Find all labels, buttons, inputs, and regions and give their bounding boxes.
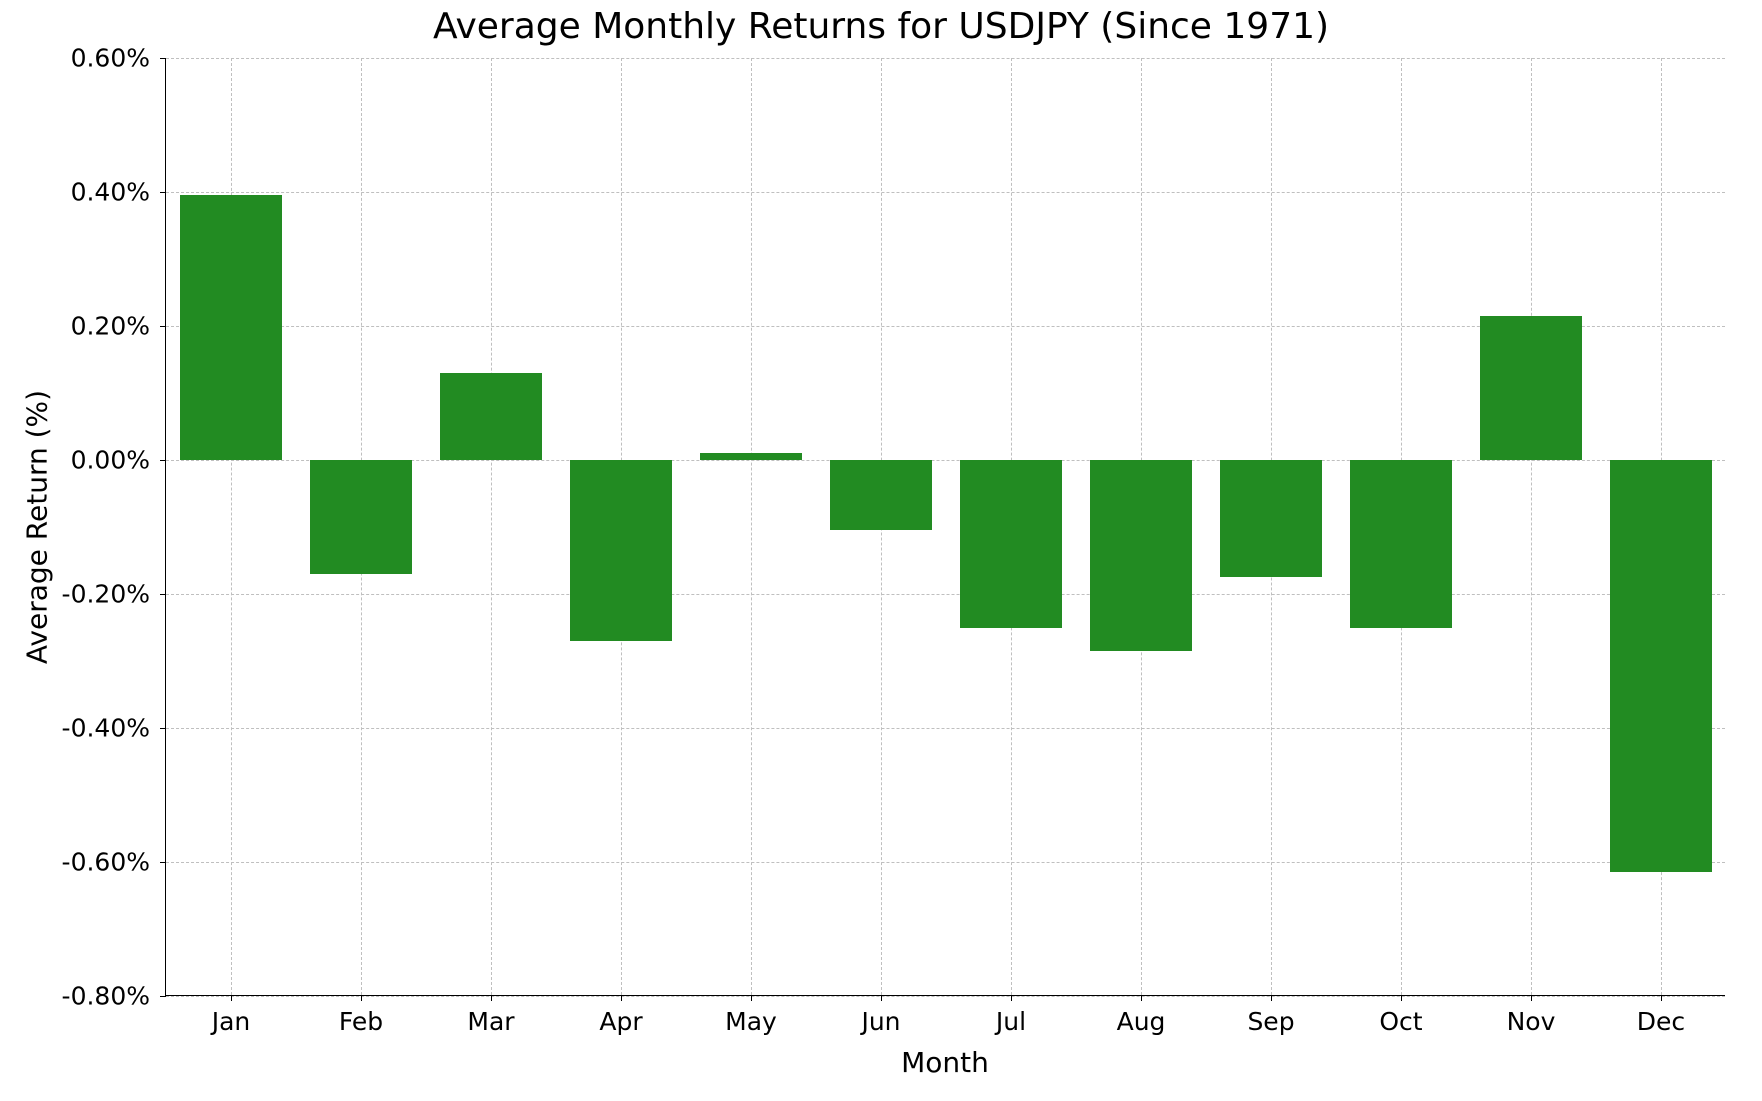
xtick-label: Dec xyxy=(1637,1007,1685,1036)
bar xyxy=(960,460,1061,628)
ytick-mark xyxy=(160,460,166,461)
ytick-label: 0.00% xyxy=(71,446,150,475)
bar xyxy=(1350,460,1451,628)
xtick-mark xyxy=(1271,995,1272,1001)
ytick-mark xyxy=(160,728,166,729)
bar xyxy=(310,460,411,574)
x-axis-label: Month xyxy=(901,1046,989,1079)
xtick-label: Nov xyxy=(1507,1007,1556,1036)
gridline-h xyxy=(166,996,1725,997)
xtick-mark xyxy=(1401,995,1402,1001)
ytick-mark xyxy=(160,326,166,327)
xtick-mark xyxy=(1661,995,1662,1001)
ytick-label: -0.40% xyxy=(62,714,150,743)
gridline-v xyxy=(751,58,752,995)
xtick-mark xyxy=(231,995,232,1001)
gridline-h xyxy=(166,192,1725,193)
ytick-mark xyxy=(160,192,166,193)
ytick-label: 0.40% xyxy=(71,178,150,207)
bar xyxy=(440,373,541,460)
ytick-label: -0.20% xyxy=(62,580,150,609)
xtick-label: Mar xyxy=(467,1007,514,1036)
gridline-h xyxy=(166,594,1725,595)
gridline-h xyxy=(166,862,1725,863)
xtick-label: Oct xyxy=(1379,1007,1422,1036)
bar xyxy=(1090,460,1191,651)
ytick-mark xyxy=(160,58,166,59)
xtick-label: Feb xyxy=(339,1007,383,1036)
gridline-v xyxy=(491,58,492,995)
bar xyxy=(830,460,931,530)
xtick-label: Jul xyxy=(996,1007,1026,1036)
ytick-mark xyxy=(160,996,166,997)
bar xyxy=(1220,460,1321,577)
xtick-label: May xyxy=(725,1007,777,1036)
ytick-label: -0.80% xyxy=(62,982,150,1011)
xtick-label: Jan xyxy=(212,1007,251,1036)
xtick-mark xyxy=(621,995,622,1001)
xtick-mark xyxy=(881,995,882,1001)
ytick-mark xyxy=(160,862,166,863)
chart-title: Average Monthly Returns for USDJPY (Sinc… xyxy=(0,6,1762,47)
bar xyxy=(1610,460,1711,872)
ytick-label: -0.60% xyxy=(62,848,150,877)
xtick-label: Aug xyxy=(1117,1007,1166,1036)
gridline-v xyxy=(1531,58,1532,995)
chart-container: Average Monthly Returns for USDJPY (Sinc… xyxy=(0,0,1762,1101)
ytick-mark xyxy=(160,594,166,595)
bar xyxy=(700,453,801,460)
ytick-label: 0.60% xyxy=(71,44,150,73)
bar xyxy=(570,460,671,641)
xtick-mark xyxy=(491,995,492,1001)
bar xyxy=(1480,316,1581,460)
xtick-mark xyxy=(1531,995,1532,1001)
y-axis-label: Average Return (%) xyxy=(21,390,54,664)
xtick-mark xyxy=(1141,995,1142,1001)
xtick-label: Sep xyxy=(1247,1007,1294,1036)
xtick-label: Apr xyxy=(599,1007,642,1036)
plot-area: -0.80%-0.60%-0.40%-0.20%0.00%0.20%0.40%0… xyxy=(165,58,1725,996)
xtick-mark xyxy=(751,995,752,1001)
xtick-mark xyxy=(1011,995,1012,1001)
gridline-h xyxy=(166,728,1725,729)
xtick-mark xyxy=(361,995,362,1001)
gridline-h xyxy=(166,58,1725,59)
xtick-label: Jun xyxy=(861,1007,900,1036)
bar xyxy=(180,195,281,460)
ytick-label: 0.20% xyxy=(71,312,150,341)
